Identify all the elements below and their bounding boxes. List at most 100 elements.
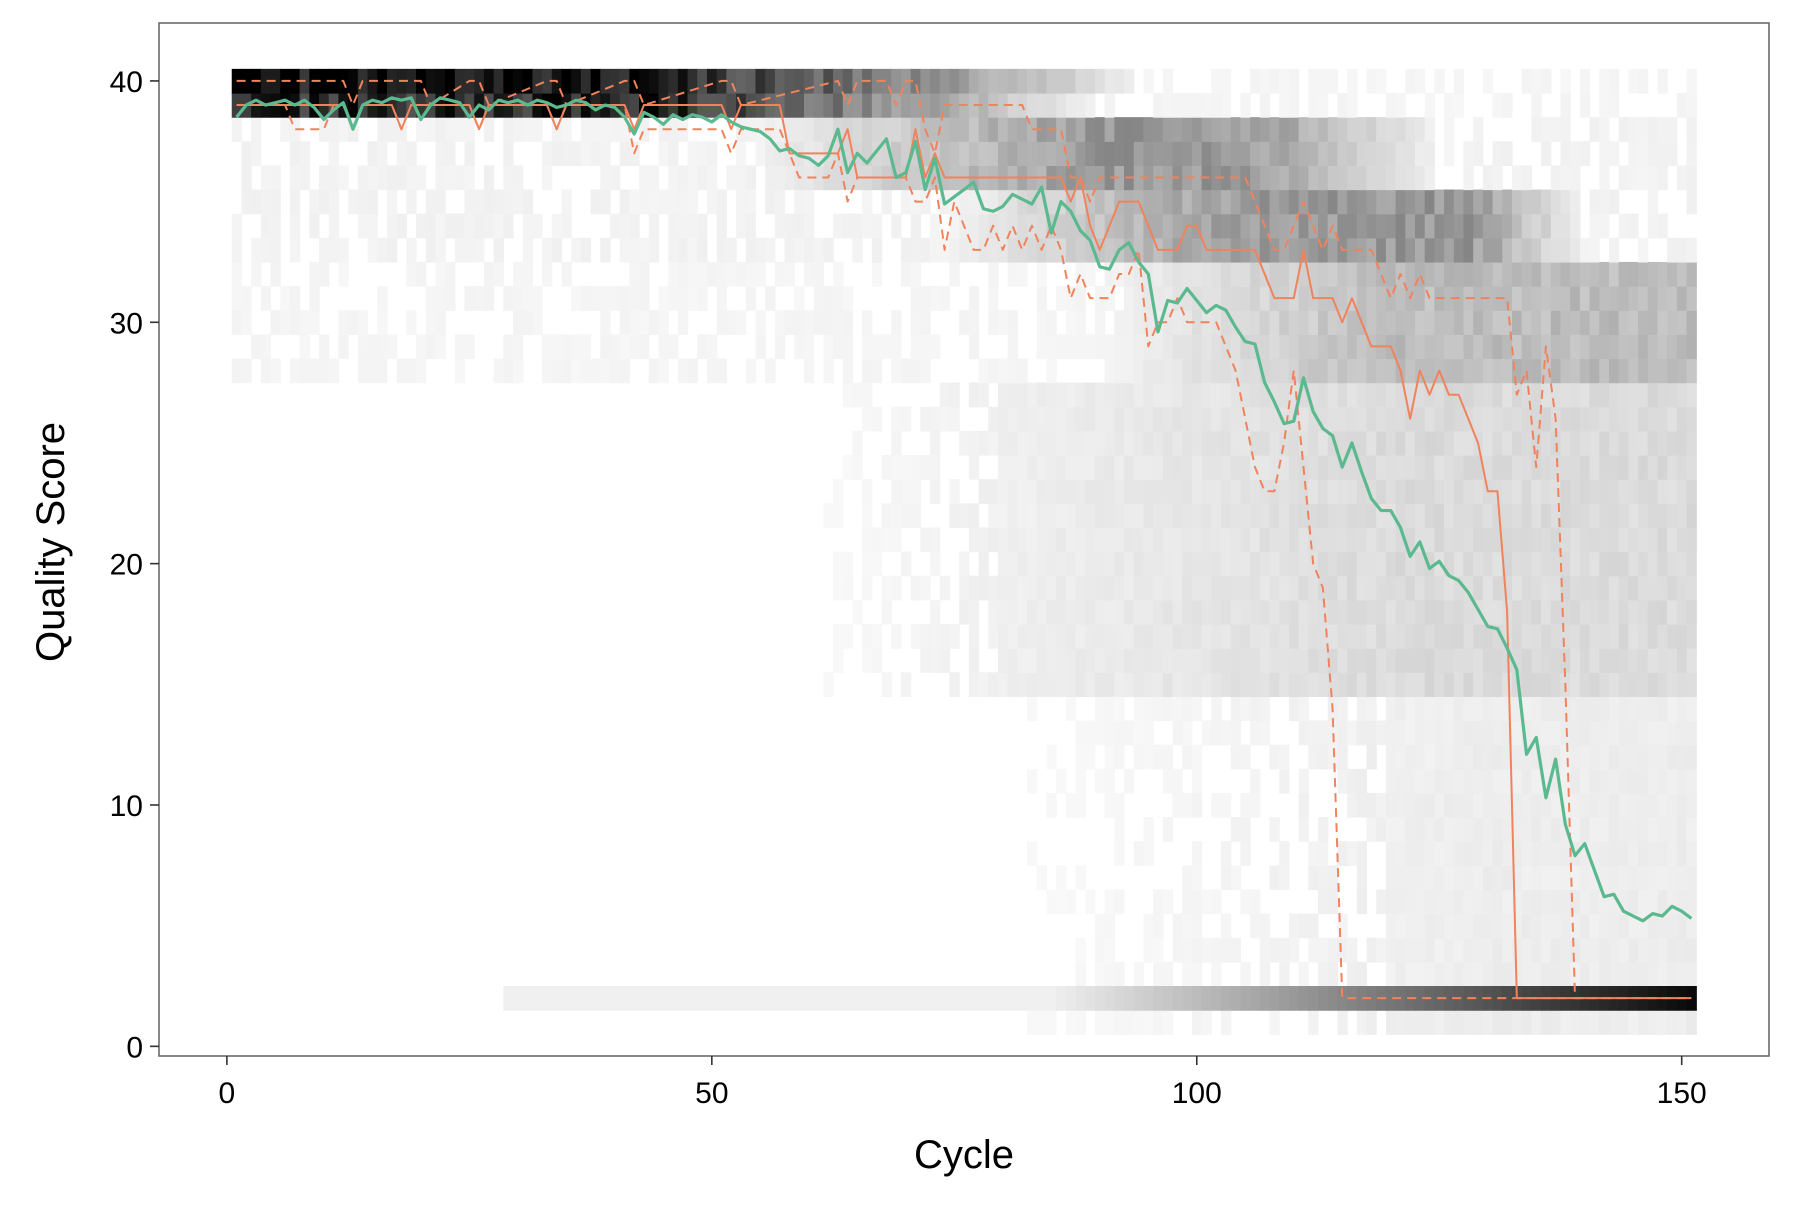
heatmap-cell	[1647, 889, 1659, 915]
heatmap-cell	[997, 68, 1009, 94]
heatmap-cell	[1628, 1010, 1639, 1035]
heatmap-cell	[1308, 141, 1319, 166]
heatmap-cell	[1647, 189, 1659, 215]
heatmap-cell	[1453, 599, 1465, 625]
heatmap-cell	[1201, 117, 1212, 142]
heatmap-cell	[513, 286, 524, 311]
heatmap-cell	[1405, 599, 1416, 625]
heatmap-cell	[968, 503, 980, 529]
heatmap-cell	[1027, 406, 1038, 432]
heatmap-cell	[968, 141, 980, 166]
heatmap-cell	[1647, 430, 1659, 456]
heatmap-cell	[1007, 334, 1018, 360]
heatmap-cell	[1298, 503, 1309, 529]
heatmap-cell	[1638, 141, 1649, 166]
heatmap-cell	[668, 165, 679, 191]
heatmap-cell	[1221, 1010, 1232, 1035]
heatmap-cell	[997, 92, 1009, 118]
heatmap-cell	[1570, 889, 1581, 915]
heatmap-cell	[1628, 261, 1639, 287]
heatmap-cell	[900, 189, 912, 215]
heatmap-cell	[1162, 551, 1174, 577]
heatmap-cell	[532, 68, 543, 94]
heatmap-cell	[542, 261, 553, 287]
heatmap-cell	[1667, 841, 1678, 866]
heatmap-cell	[1511, 913, 1523, 939]
heatmap-cell	[1473, 382, 1484, 408]
heatmap-cell	[862, 986, 873, 1011]
heatmap-cell	[968, 310, 980, 335]
heatmap-cell	[1182, 479, 1193, 504]
heatmap-cell	[1056, 865, 1067, 891]
heatmap-cell	[629, 286, 640, 311]
heatmap-cell	[600, 286, 611, 311]
heatmap-cell	[1288, 575, 1300, 601]
heatmap-cell	[1259, 503, 1271, 529]
heatmap-cell	[1531, 382, 1542, 408]
heatmap-cell	[1550, 768, 1562, 794]
heatmap-cell	[1075, 261, 1086, 287]
heatmap-cell	[1599, 358, 1610, 384]
heatmap-cell	[862, 141, 873, 166]
heatmap-cell	[842, 141, 854, 166]
heatmap-cell	[1686, 141, 1697, 166]
heatmap-cell	[1647, 575, 1659, 601]
heatmap-cell	[1511, 334, 1523, 360]
heatmap-cell	[1560, 768, 1571, 794]
heatmap-cell	[1599, 310, 1610, 335]
heatmap-cell	[1172, 479, 1183, 504]
heatmap-cell	[1143, 382, 1154, 408]
heatmap-cell	[1444, 768, 1455, 794]
heatmap-cell	[1385, 189, 1397, 215]
heatmap-cell	[677, 189, 689, 215]
heatmap-cell	[823, 286, 834, 311]
heatmap-cell	[745, 189, 757, 215]
heatmap-cell	[1337, 527, 1348, 553]
heatmap-cell	[1502, 310, 1513, 335]
heatmap-cell	[1308, 623, 1319, 649]
heatmap-cell	[1027, 92, 1038, 118]
heatmap-cell	[1356, 672, 1368, 697]
heatmap-cell	[1298, 334, 1309, 360]
heatmap-cell	[1085, 720, 1096, 746]
heatmap-cell	[1036, 455, 1048, 480]
heatmap-cell	[1395, 527, 1406, 553]
heatmap-cell	[1356, 889, 1368, 915]
heatmap-cell	[474, 237, 485, 263]
heatmap-cell	[1104, 792, 1115, 818]
heatmap-cell	[280, 286, 291, 311]
heatmap-cell	[1414, 913, 1426, 939]
heatmap-cell	[260, 237, 272, 263]
heatmap-cell	[881, 189, 892, 215]
heatmap-cell	[1172, 551, 1183, 577]
heatmap-cell	[1550, 720, 1562, 746]
heatmap-cell	[1482, 913, 1494, 939]
heatmap-cell	[1686, 672, 1697, 697]
heatmap-cell	[1327, 165, 1338, 191]
heatmap-cell	[1453, 696, 1465, 722]
heatmap-cell	[1531, 961, 1542, 987]
heatmap-cell	[416, 261, 427, 287]
heatmap-cell	[1541, 141, 1552, 166]
heatmap-cell	[1240, 334, 1251, 360]
heatmap-cell	[842, 286, 854, 311]
heatmap-cell	[1482, 696, 1494, 722]
heatmap-cell	[1094, 648, 1106, 673]
heatmap-cell	[774, 986, 786, 1011]
heatmap-cell	[1434, 189, 1445, 215]
heatmap-cell	[1560, 141, 1571, 166]
heatmap-cell	[1269, 672, 1280, 697]
heatmap-cell	[1385, 961, 1397, 987]
heatmap-cell	[1356, 334, 1368, 360]
heatmap-cell	[1114, 310, 1125, 335]
heatmap-cell	[1279, 430, 1290, 456]
heatmap-cell	[1191, 599, 1203, 625]
heatmap-cell	[1628, 430, 1639, 456]
heatmap-cell	[1104, 961, 1115, 987]
heatmap-cell	[1405, 768, 1416, 794]
heatmap-cell	[1608, 961, 1620, 987]
heatmap-cell	[1531, 744, 1542, 770]
heatmap-cell	[1599, 92, 1610, 118]
heatmap-cell	[871, 623, 883, 649]
